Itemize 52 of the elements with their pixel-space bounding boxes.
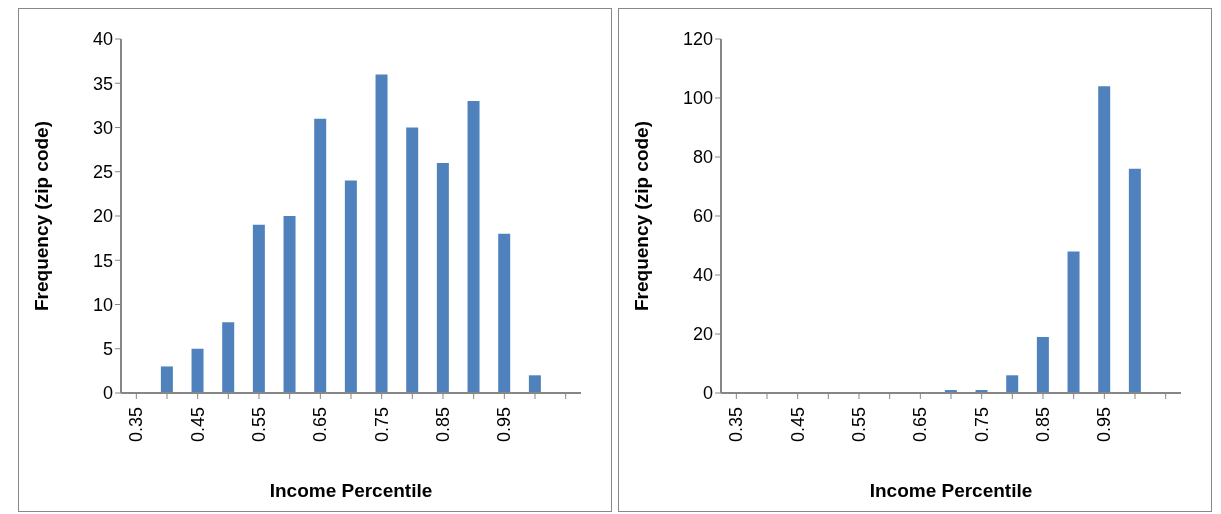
bar [252, 224, 265, 393]
y-tick-label: 120 [682, 29, 713, 50]
bar [1128, 168, 1141, 393]
y-axis-title: Frequency (zip code) [630, 120, 652, 312]
bar [467, 100, 480, 393]
bar [314, 118, 327, 393]
x-tick-label: 0.55 [249, 407, 269, 443]
y-tick-label: 40 [92, 29, 113, 50]
x-tick-label: 0.55 [849, 407, 869, 443]
x-tick-label: 0.75 [971, 407, 992, 443]
bar [528, 375, 541, 393]
x-tick-label: 0.65 [310, 407, 331, 443]
bar [344, 180, 357, 393]
y-tick-label: 15 [92, 250, 113, 271]
x-tick-label: 0.95 [1094, 407, 1115, 443]
y-tick-label: 10 [92, 294, 113, 315]
bar [1036, 336, 1049, 393]
y-tick-label: 60 [692, 206, 713, 227]
x-tick-label: 0.45 [787, 407, 808, 443]
bar [222, 322, 235, 393]
bar [498, 233, 511, 393]
y-tick-label: 40 [692, 265, 713, 286]
bar [375, 74, 388, 393]
x-tick-label: 0.85 [1033, 407, 1053, 443]
x-tick-label: 0.95 [494, 407, 515, 443]
x-tick-label: 0.45 [187, 407, 208, 443]
y-tick-label: 0 [702, 383, 713, 404]
bar [406, 127, 419, 393]
bar [1067, 251, 1080, 393]
y-tick-label: 30 [92, 117, 113, 138]
y-tick-label: 25 [92, 162, 113, 183]
y-axis-title: Frequency (zip code) [30, 120, 52, 312]
y-tick-label: 20 [692, 324, 713, 345]
x-tick-label: 0.65 [910, 407, 931, 443]
bar [191, 348, 204, 393]
bar [436, 162, 449, 393]
bar [1098, 86, 1111, 393]
bar [160, 366, 173, 393]
x-axis-title: Income Percentile [869, 480, 1033, 501]
y-tick-label: 0 [102, 383, 113, 404]
bar [1006, 375, 1019, 393]
x-axis-title: Income Percentile [269, 480, 433, 501]
y-tick-label: 100 [682, 88, 713, 109]
y-tick-label: 80 [692, 147, 713, 168]
x-tick-label: 0.35 [726, 407, 747, 443]
y-tick-label: 35 [92, 73, 113, 94]
bar [283, 216, 296, 393]
y-tick-label: 5 [102, 339, 113, 360]
x-tick-label: 0.85 [433, 407, 453, 443]
y-tick-label: 20 [92, 206, 113, 227]
x-tick-label: 0.35 [126, 407, 147, 443]
x-tick-label: 0.75 [371, 407, 392, 443]
